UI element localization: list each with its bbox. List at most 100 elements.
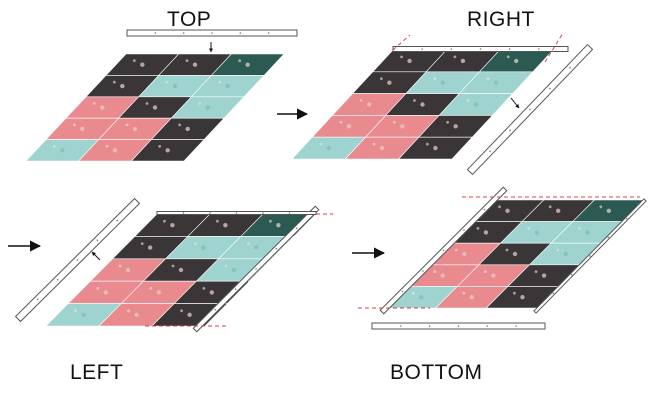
strip-tick <box>422 270 424 272</box>
fabric-motif <box>269 219 272 223</box>
strip-tick <box>489 150 491 152</box>
fabric-motif <box>392 120 396 124</box>
fabric-motif <box>185 59 189 63</box>
fabric-motif <box>514 58 519 64</box>
strip-tick <box>116 219 118 222</box>
strip-tick <box>457 325 460 327</box>
strip-tick <box>182 32 185 34</box>
fabric-motif <box>224 264 228 268</box>
fabric-motif <box>466 99 470 102</box>
quilt-top <box>25 53 285 162</box>
fabric-motif <box>513 291 516 295</box>
fabric-motif <box>534 270 538 273</box>
fabric-motif <box>118 264 122 268</box>
fabric-motif <box>120 83 125 89</box>
fabric-motif <box>534 230 539 235</box>
quilt-left <box>45 213 317 327</box>
fabric-motif <box>462 291 466 295</box>
fabric-motif <box>103 290 109 295</box>
fabric-motif <box>484 270 487 273</box>
fabric-motif <box>225 83 230 89</box>
fabric-motif <box>440 273 445 278</box>
fabric-motif <box>411 291 415 295</box>
arrow-diag-left <box>91 251 101 261</box>
fabric-motif <box>520 295 525 300</box>
fabric-motif <box>460 58 466 64</box>
strip-tick <box>209 212 211 214</box>
fabric-motif <box>60 148 65 153</box>
step-label-top: TOP <box>167 8 212 31</box>
fabric-motif <box>506 55 510 59</box>
fabric-motif <box>476 227 480 230</box>
strip-tick <box>442 249 445 252</box>
quilt-right <box>291 49 554 160</box>
fabric-motif <box>420 102 425 107</box>
strip-tick <box>450 48 453 50</box>
strip-tick <box>214 308 217 311</box>
guide-right-1 <box>392 34 411 51</box>
strip-tick <box>421 48 423 50</box>
fabric-motif <box>541 273 547 278</box>
strip-tick <box>486 325 489 327</box>
fabric-motif <box>563 251 568 257</box>
strip-tick <box>275 247 278 250</box>
fabric-motif <box>180 309 184 313</box>
fabric-motif <box>505 208 510 213</box>
fabric-motif <box>231 267 237 273</box>
fabric-motif <box>201 245 206 250</box>
strip-tick <box>483 208 486 211</box>
fabric-motif <box>473 102 479 107</box>
strip-tick <box>625 217 628 220</box>
strip-tick <box>154 32 157 34</box>
strip-tick <box>401 290 404 293</box>
fabric-motif <box>148 245 153 250</box>
fabric-motif <box>238 59 242 63</box>
fabric-motif <box>134 312 139 317</box>
fabric-motif <box>359 99 363 102</box>
fabric-motif <box>140 62 145 67</box>
strip-tick <box>262 212 264 214</box>
fabric-motif <box>149 287 153 290</box>
fabric-motif <box>132 59 136 63</box>
fabric-motif <box>178 267 184 273</box>
fabric-motif <box>205 105 210 110</box>
strip-tick <box>255 268 257 270</box>
fabric-motif <box>192 62 198 67</box>
fabric-motif <box>172 83 178 89</box>
strip-tick <box>235 212 238 214</box>
fabric-motif <box>92 102 96 105</box>
fabric-motif <box>407 58 412 64</box>
strip-tick <box>570 273 573 276</box>
fabric-motif <box>483 230 489 235</box>
strip-tick <box>479 48 482 50</box>
fabric-motif <box>163 219 166 223</box>
strip-tick <box>96 239 99 242</box>
fabric-motif <box>433 77 437 81</box>
strip-tick <box>589 255 591 257</box>
fabric-motif <box>400 124 405 129</box>
fabric-motif <box>512 251 518 257</box>
fabric-motif <box>127 309 130 313</box>
fabric-motif <box>469 295 474 300</box>
fabric-motif <box>556 208 561 213</box>
fabric-motif <box>100 105 105 110</box>
strip-tick <box>509 129 511 132</box>
fabric-motif <box>125 267 131 273</box>
fabric-motif <box>152 105 158 110</box>
fabric-motif <box>599 205 603 209</box>
fabric-motif <box>145 102 149 105</box>
fabric-motif <box>156 290 161 295</box>
strip-tick <box>211 32 213 34</box>
strip-tick <box>549 87 551 90</box>
fabric-motif <box>319 142 323 146</box>
strip-tick <box>239 32 242 34</box>
fabric-motif <box>72 123 76 127</box>
strip-tick <box>463 229 465 231</box>
strip-tick <box>267 32 270 34</box>
strip-tick <box>515 325 517 327</box>
fabric-motif <box>440 80 445 85</box>
fabric-motif <box>254 245 259 250</box>
strip-tick <box>607 236 610 239</box>
fabric-motif <box>171 264 175 268</box>
